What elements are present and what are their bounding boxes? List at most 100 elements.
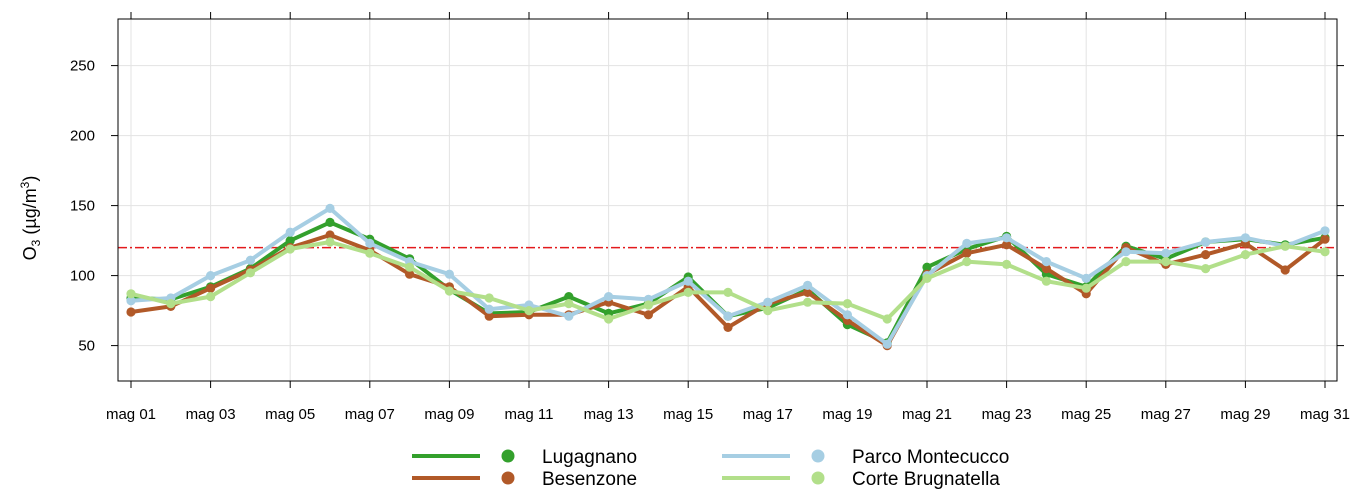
data-point: [325, 237, 335, 247]
x-tick-label: mag 19: [822, 406, 872, 423]
legend-item: Lugagnano: [412, 447, 637, 468]
data-point: [1161, 257, 1171, 267]
data-point: [1240, 250, 1250, 260]
data-point: [285, 244, 295, 254]
data-point: [484, 304, 494, 314]
data-point: [325, 230, 335, 240]
data-point: [1041, 257, 1051, 267]
data-point: [126, 289, 136, 299]
data-point: [1041, 264, 1051, 274]
x-tick-label: mag 01: [106, 406, 156, 423]
y-tick-label: 150: [70, 198, 95, 215]
data-point: [1240, 233, 1250, 243]
x-tick-label: mag 23: [982, 406, 1032, 423]
y-tick-label: 200: [70, 128, 95, 145]
data-point: [922, 262, 932, 272]
y-tick-label: 250: [70, 58, 95, 75]
data-point: [484, 293, 494, 303]
data-point: [683, 287, 693, 297]
data-point: [604, 292, 614, 302]
data-point: [524, 306, 534, 316]
data-point: [444, 286, 454, 296]
data-point: [126, 296, 136, 306]
data-point: [763, 297, 773, 307]
x-tick-label: mag 11: [505, 406, 554, 423]
data-point: [1041, 276, 1051, 286]
data-point: [206, 292, 216, 302]
plot-frame: [117, 18, 1338, 382]
data-point: [405, 262, 415, 272]
legend-point-swatch: [501, 471, 515, 485]
axes: mag 01 mag 03 mag 05 mag 07 mag 09 mag 11 mag …: [70, 12, 1350, 423]
data-point: [1280, 265, 1290, 275]
series-layer: [126, 203, 1330, 351]
data-point: [1320, 226, 1330, 236]
data-point: [325, 217, 335, 227]
data-point: [1002, 240, 1012, 250]
data-point: [1161, 248, 1171, 258]
y-tick-label: 100: [70, 268, 95, 285]
x-tick-label: mag 31: [1300, 406, 1350, 423]
legend-point-swatch: [811, 471, 825, 485]
legend-item: Corte Brugnatella: [722, 469, 1000, 490]
data-point: [1201, 250, 1211, 260]
data-point: [285, 227, 295, 237]
data-point: [325, 203, 335, 213]
x-tick-label: mag 29: [1220, 406, 1270, 423]
gridlines: [118, 19, 1337, 381]
data-point: [882, 339, 892, 349]
data-point: [206, 283, 216, 293]
x-tick-label: mag 05: [265, 406, 315, 423]
series-corte-brugnatella: [126, 237, 1330, 324]
legend-label: Besenzone: [542, 469, 637, 490]
data-point: [643, 300, 654, 310]
x-tick-label: mag 21: [902, 406, 952, 423]
legend-point-swatch: [501, 449, 515, 463]
data-point: [803, 280, 813, 290]
data-point: [962, 238, 972, 248]
data-point: [643, 310, 654, 320]
data-point: [1002, 259, 1012, 269]
data-point: [285, 236, 295, 246]
data-point: [365, 248, 375, 258]
data-point: [803, 297, 813, 307]
data-point: [962, 257, 972, 267]
data-point: [723, 287, 733, 297]
data-point: [882, 314, 892, 324]
data-point: [444, 269, 454, 279]
data-point: [1201, 264, 1211, 274]
data-point: [166, 299, 176, 309]
data-point: [604, 314, 614, 324]
legend-label: Corte Brugnatella: [852, 469, 1000, 490]
data-point: [922, 273, 932, 283]
data-point: [245, 255, 255, 265]
data-point: [842, 310, 853, 320]
data-point: [405, 269, 415, 279]
y-tick-label: 50: [78, 338, 95, 355]
data-point: [1320, 234, 1330, 244]
data-point: [1002, 233, 1012, 243]
data-point: [1320, 247, 1330, 257]
data-point: [962, 248, 972, 258]
legend-item: Besenzone: [412, 469, 637, 490]
data-point: [564, 311, 574, 321]
data-point: [564, 299, 574, 309]
data-point: [723, 311, 733, 321]
data-point: [1121, 247, 1131, 257]
data-point: [206, 271, 216, 281]
data-point: [564, 292, 574, 302]
data-point: [683, 276, 693, 286]
x-tick-label: mag 13: [584, 406, 634, 423]
data-point: [1081, 273, 1091, 283]
data-point: [763, 306, 773, 316]
legend-point-swatch: [811, 449, 825, 463]
data-point: [842, 299, 853, 309]
data-point: [1121, 257, 1131, 267]
data-point: [1280, 241, 1290, 251]
data-point: [126, 307, 136, 317]
x-tick-label: mag 27: [1141, 406, 1191, 423]
x-tick-label: mag 09: [424, 406, 474, 423]
legend-item: Parco Montecucco: [722, 447, 1009, 468]
